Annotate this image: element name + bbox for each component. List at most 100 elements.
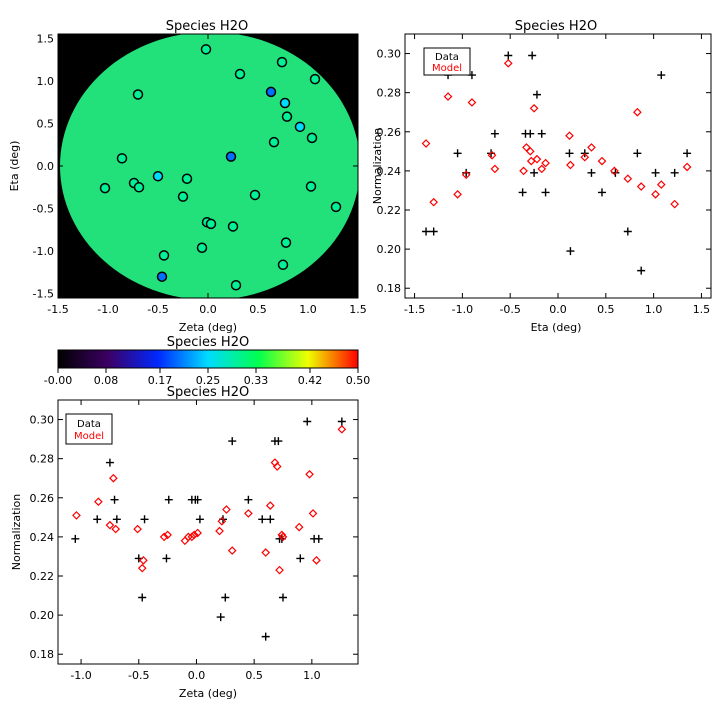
eta-model-marker — [656, 180, 666, 189]
zeta-model-marker — [187, 532, 197, 542]
eta-legend-box — [423, 47, 471, 76]
map-data-point — [265, 86, 277, 98]
map-x-tick-label: 1.5 — [349, 303, 367, 316]
zeta-data-marker — [261, 632, 270, 641]
colorbar-tick-label: 0.33 — [244, 374, 269, 387]
colorbar-panel: Species H2O -0.00 0.08 0.17 0.25 0.33 0.42 0.5… — [44, 335, 370, 387]
eta-x-tick-label: -0.5 — [499, 303, 520, 316]
eta-data-marker — [490, 129, 499, 138]
zeta-model-marker — [275, 565, 284, 575]
zeta-model-marker — [105, 520, 115, 530]
zeta-model-marker — [305, 469, 314, 479]
zeta-model-marker — [137, 563, 147, 573]
map-data-point — [205, 218, 217, 230]
zeta-model-marker — [308, 509, 318, 518]
colorbar-tick-label: -0.00 — [44, 374, 72, 387]
zeta-data-marker — [110, 495, 119, 504]
zeta-y-tick-label: 0.20 — [30, 609, 55, 622]
zeta-model-marker — [261, 548, 271, 557]
map-data-point — [281, 111, 293, 122]
zeta-model-marker — [72, 511, 81, 520]
eta-data-marker — [587, 168, 596, 177]
map-y-tick-label: 0.5 — [37, 117, 55, 130]
eta-data-marker — [683, 149, 692, 158]
eta-y-tick-label: 0.22 — [377, 204, 402, 217]
zeta-data-marker — [266, 515, 275, 524]
eta-model-marker — [623, 174, 633, 184]
eta-x-tick-label: 0.5 — [597, 303, 615, 316]
zeta-plot-title: Species H2O — [167, 385, 249, 400]
eta-data-marker — [530, 168, 539, 177]
eta-data-marker — [637, 266, 646, 275]
zeta-x-tick-label: -0.5 — [128, 669, 149, 682]
zeta-model-marker — [189, 530, 199, 540]
zeta-y-tick-label: 0.28 — [30, 453, 55, 466]
zeta-data-marker — [296, 554, 305, 563]
eta-model-marker — [453, 190, 462, 199]
map-data-point — [200, 44, 212, 55]
eta-data-marker — [633, 149, 642, 158]
map-data-point — [99, 182, 111, 194]
zeta-model-marker — [163, 530, 172, 540]
map-data-point — [116, 153, 128, 164]
eta-model-marker — [636, 182, 646, 191]
zeta-x-tick-label: 1.0 — [303, 669, 321, 682]
map-data-point — [276, 56, 288, 68]
eta-model-marker — [461, 170, 471, 180]
eta-plot-title: Species H2O — [515, 19, 597, 34]
map-data-point — [306, 132, 318, 144]
eta-model-marker — [610, 166, 619, 176]
eta-x-tick-label: 0.0 — [549, 303, 567, 316]
eta-model-marker — [525, 146, 535, 156]
zeta-x-tick-label: 0.0 — [188, 669, 206, 682]
zeta-model-marker — [272, 462, 282, 471]
eta-x-tick-label: -1.5 — [404, 303, 425, 316]
zeta-data-marker — [216, 613, 225, 622]
map-y-tick-label: 1.5 — [37, 32, 55, 45]
zeta-data-marker — [162, 554, 171, 563]
map-x-tick-label: -1.5 — [47, 303, 68, 316]
zeta-y-tick-label: 0.26 — [30, 492, 55, 505]
map-x-label: Zeta (deg) — [179, 321, 237, 334]
map-field-disk — [60, 34, 358, 298]
eta-data-marker — [597, 188, 606, 197]
map-y-tick-label: 1.0 — [37, 75, 55, 88]
eta-y-tick-label: 0.28 — [377, 87, 402, 100]
map-data-point — [132, 89, 144, 100]
eta-data-marker — [526, 129, 535, 138]
map-x-tick-label: 0.0 — [199, 303, 217, 316]
zeta-model-marker — [217, 516, 227, 526]
eta-model-marker — [529, 103, 539, 113]
map-title: Species H2O — [166, 19, 248, 34]
eta-x-tick-label: -1.0 — [452, 303, 473, 316]
zeta-legend: Data Model — [65, 413, 113, 445]
zeta-legend-box — [65, 413, 113, 445]
zeta-data-marker — [105, 458, 114, 467]
zeta-data-marker — [93, 515, 102, 524]
eta-legend-model: Model — [432, 63, 462, 74]
map-data-point — [158, 250, 170, 261]
zeta-model-marker — [133, 524, 142, 534]
map-data-point — [227, 221, 239, 232]
colorbar-tick-label: 0.50 — [346, 374, 371, 387]
zeta-data-marker — [337, 417, 346, 426]
map-data-point — [234, 68, 246, 80]
map-x-tick-label: -1.0 — [97, 303, 118, 316]
zeta-model-marker — [159, 532, 169, 542]
normalization-vs-zeta-panel: Species H2O -1.0 -0.5 0.0 0.5 1.0 0.18 0.20 0.… — [10, 385, 359, 700]
zeta-y-tick-label: 0.30 — [30, 414, 55, 427]
zeta-model-marker — [222, 505, 231, 514]
zeta-data-marker — [140, 515, 149, 524]
eta-y-tick-label: 0.26 — [377, 126, 402, 139]
zeta-model-marker — [227, 546, 237, 555]
zeta-model-marker — [139, 556, 148, 565]
zeta-data-marker — [274, 437, 283, 446]
eta-model-marker — [519, 166, 528, 176]
map-data-point — [330, 201, 342, 213]
map-data-point — [279, 97, 291, 109]
colorbar-title: Species H2O — [167, 335, 249, 350]
eta-model-marker — [487, 150, 497, 160]
eta-y-tick-label: 0.18 — [377, 282, 402, 295]
eta-model-marker — [443, 92, 453, 101]
colorbar-tick-label: 0.42 — [298, 374, 323, 387]
